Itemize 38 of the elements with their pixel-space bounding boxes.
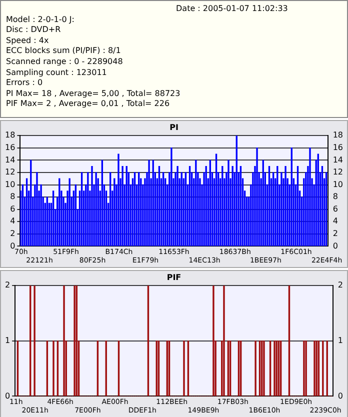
y2-tick-label: 14 [332,155,344,164]
y-tick-label: 8 [10,192,16,202]
y2-tick-label: 1 [338,336,344,345]
text: Errors : 0 [6,78,44,89]
y-tick-label: 1 [4,336,10,345]
text: PI Max= 18 , Average= 5,00 , Total= 88723 [6,88,182,100]
y-tick-label: 0 [4,391,10,400]
y2-tick-label: 4 [332,216,338,226]
y-tick-label: 2 [4,280,10,290]
y2-tick-label: 10 [332,180,344,189]
y-tick-label: 0 [10,241,16,250]
y-tick-label: 14 [4,155,16,164]
text: Date : 2005-01-07 11:02:33 [176,4,288,15]
y2-tick-label: 6 [332,204,338,214]
text: Disc : DVD+R [6,25,62,36]
text: Speed : 4x [6,36,50,46]
y2-tick-label: 16 [332,142,344,152]
text: Model : 2-0-1-0 J: [6,14,76,26]
y2-tick-label: 2 [332,228,338,238]
y2-tick-label: 0 [332,241,338,250]
text: PIF Max= 2 , Average= 0,01 , Total= 226 [6,99,171,110]
text: Sampling count : 123011 [6,68,108,78]
text: ECC blocks sum (PI/PIF) : 8/1 [6,46,122,57]
y2-tick-label: 8 [332,192,338,202]
y-tick-label: 4 [10,216,16,226]
y-tick-label: 18 [4,130,16,140]
y2-tick-label: 18 [332,130,344,140]
text: Scanned range : 0 - 2289048 [6,56,124,68]
chart-title: PIF [166,272,182,282]
y-tick-label: 16 [4,142,16,152]
chart-title: PI [170,122,178,132]
y-tick-label: 12 [4,168,16,177]
y-tick-label: 2 [10,228,16,238]
y2-tick-label: 2 [338,280,344,290]
y-tick-label: 6 [10,204,16,214]
y2-tick-label: 12 [332,168,344,177]
y2-tick-label: 0 [338,391,344,400]
y-tick-label: 10 [4,180,16,189]
